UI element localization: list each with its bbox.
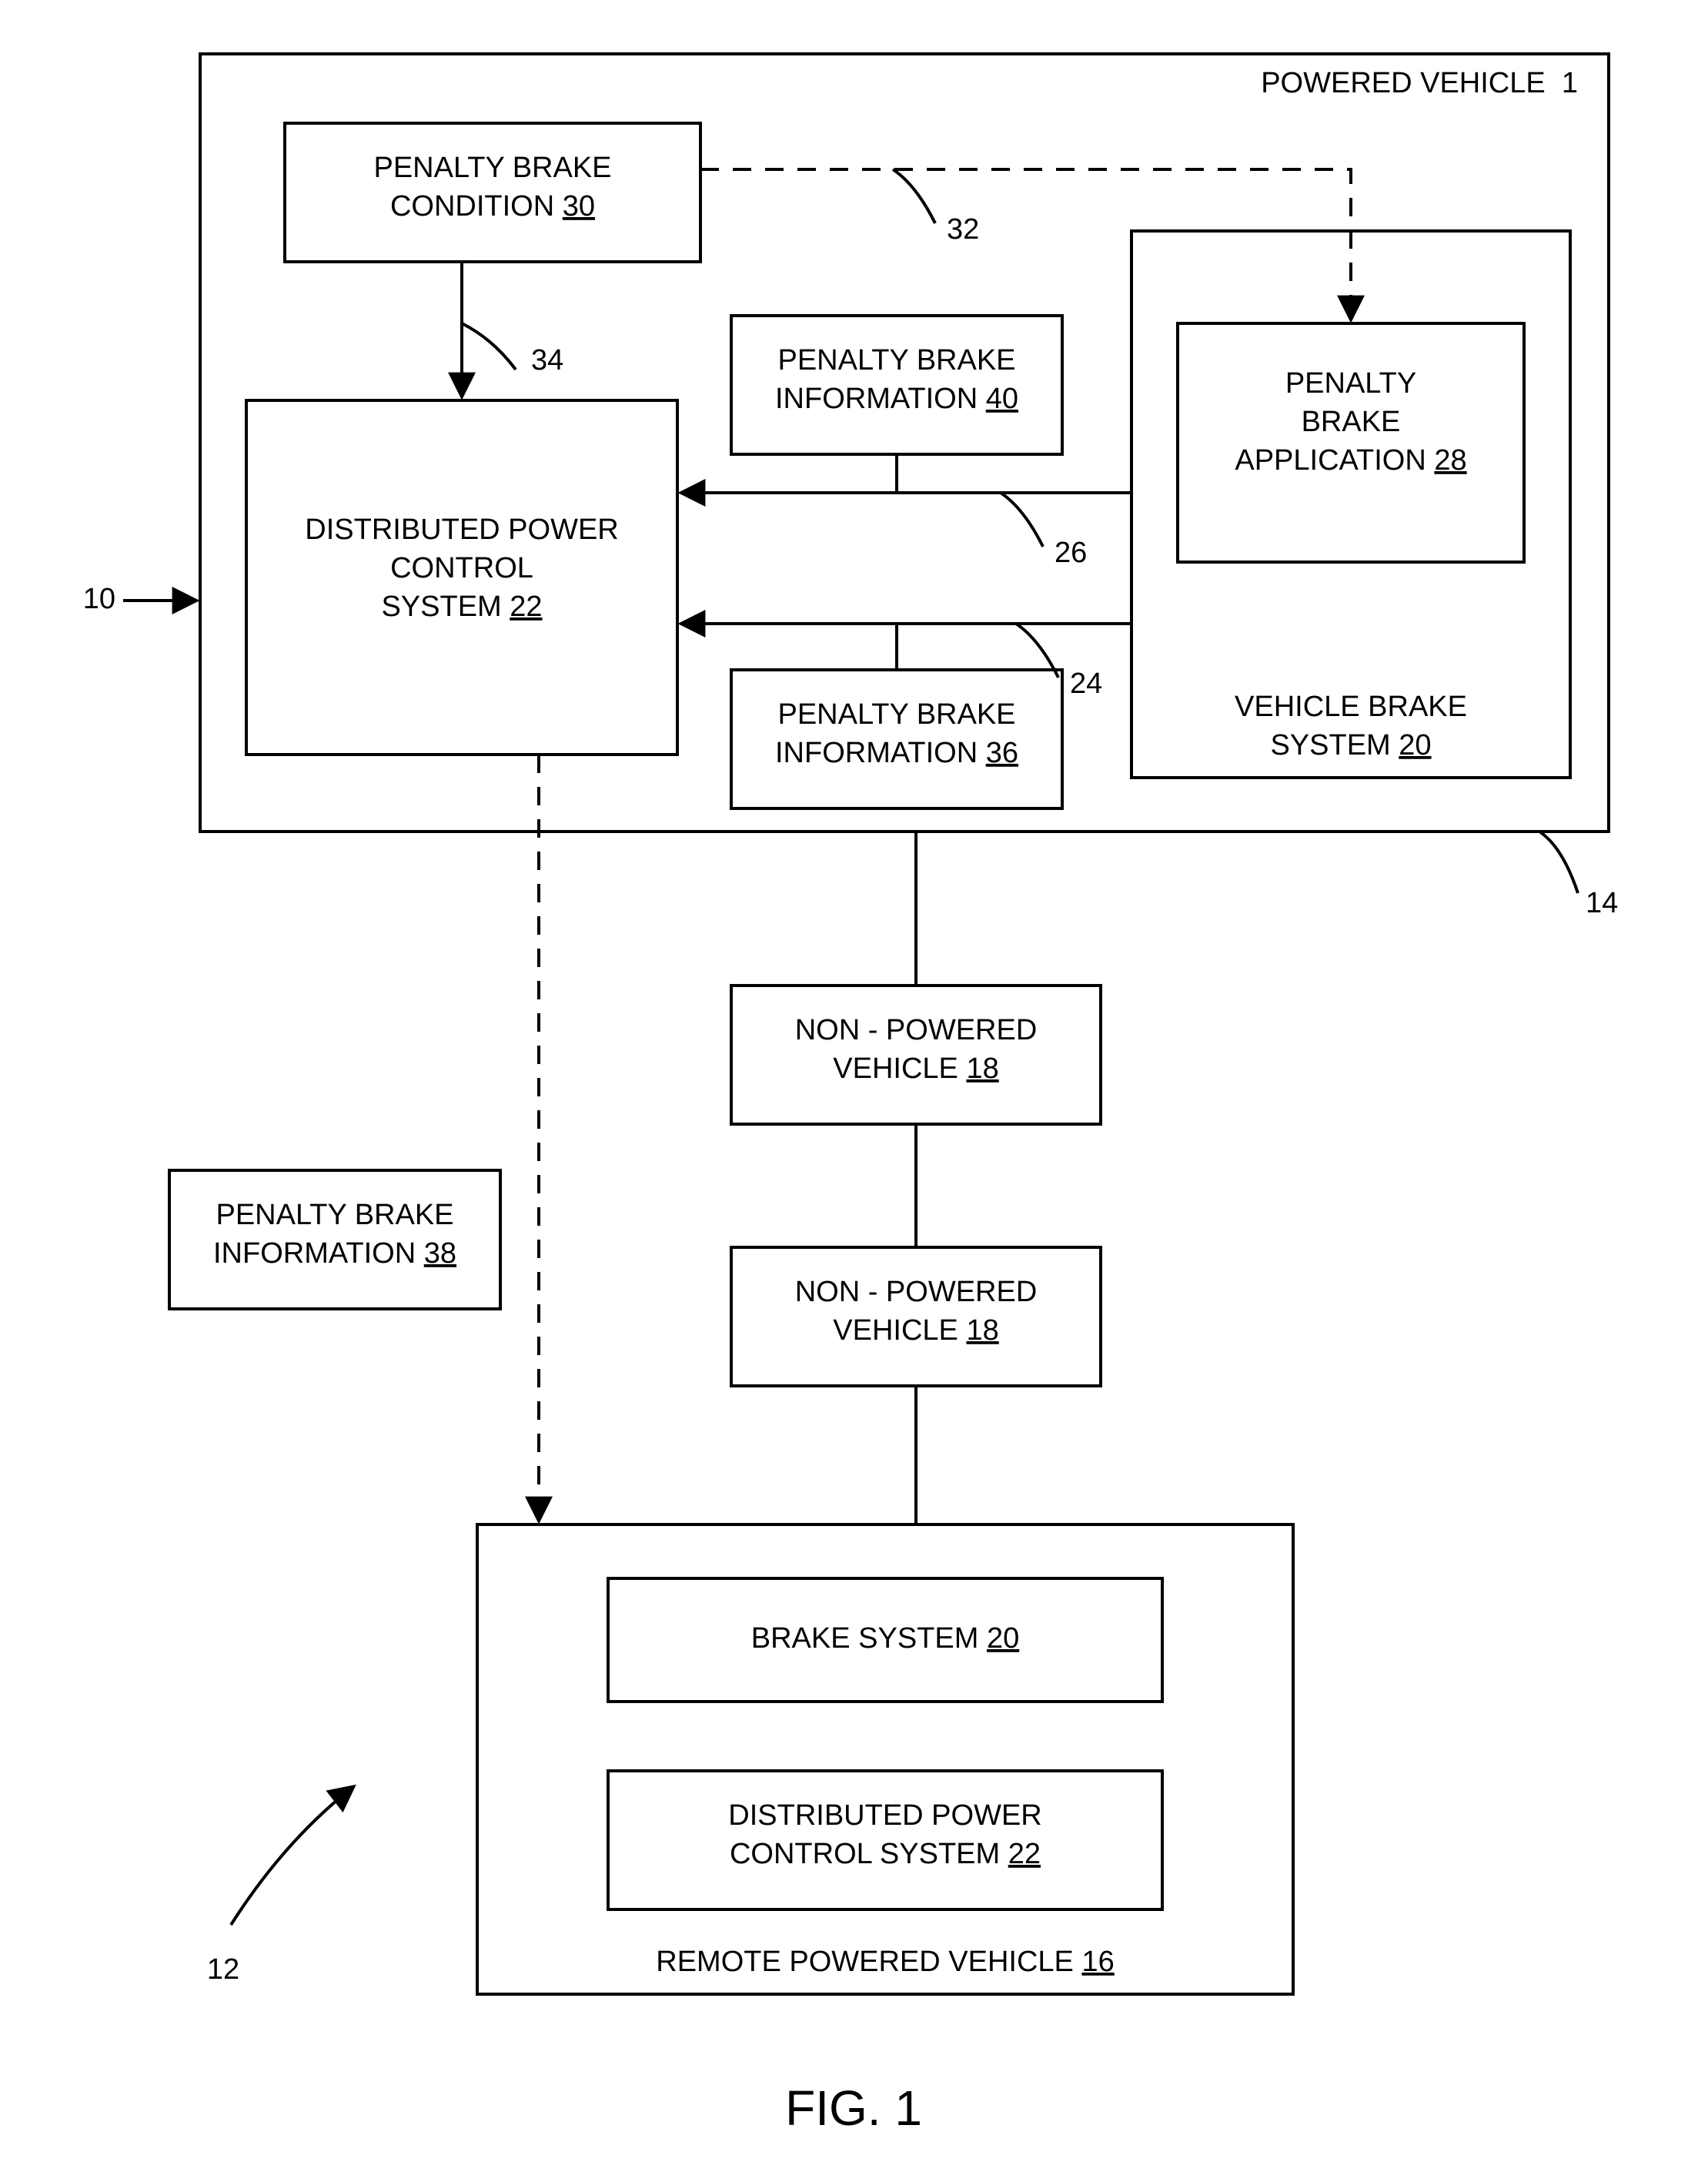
bs20-l1: BRAKE SYSTEM 20 bbox=[751, 1622, 1019, 1655]
pbc-l1: PENALTY BRAKE bbox=[373, 152, 611, 184]
callout-12-arrow bbox=[231, 1786, 354, 1925]
dpcs-l2: CONTROL bbox=[390, 552, 533, 584]
callout-10: 10 bbox=[83, 583, 115, 615]
vbs-l2: SYSTEM 20 bbox=[1270, 729, 1431, 761]
powered-vehicle-label: POWERED VEHICLE 1 bbox=[1261, 67, 1578, 99]
callout-32: 32 bbox=[947, 213, 979, 246]
dpcs22-l1: DISTRIBUTED POWER bbox=[728, 1799, 1041, 1832]
figure-label: FIG. 1 bbox=[785, 2080, 922, 2136]
npv2-l2: VEHICLE 18 bbox=[833, 1314, 998, 1347]
vbs-l1: VEHICLE BRAKE bbox=[1235, 691, 1467, 723]
dpcs-l3: SYSTEM 22 bbox=[381, 591, 542, 623]
npv2-l1: NON - POWERED bbox=[795, 1276, 1038, 1308]
diagram-root: POWERED VEHICLE 1 PENALTY BRAKE CONDITIO… bbox=[0, 0, 1708, 2172]
callout-14: 14 bbox=[1586, 887, 1618, 919]
pba-l1: PENALTY bbox=[1285, 367, 1416, 400]
pbi38-l2: INFORMATION 38 bbox=[213, 1237, 456, 1270]
rpv-label: REMOTE POWERED VEHICLE 16 bbox=[656, 1946, 1114, 1978]
callout-12: 12 bbox=[207, 1953, 239, 1986]
pbi38-l1: PENALTY BRAKE bbox=[216, 1199, 453, 1231]
pbi36-l2: INFORMATION 36 bbox=[775, 737, 1018, 769]
npv1-l1: NON - POWERED bbox=[795, 1014, 1038, 1046]
callout-26: 26 bbox=[1055, 537, 1087, 569]
dpcs-l1: DISTRIBUTED POWER bbox=[305, 514, 618, 546]
callout-24: 24 bbox=[1070, 668, 1102, 700]
pbi36-l1: PENALTY BRAKE bbox=[777, 698, 1015, 731]
pba-l3: APPLICATION 28 bbox=[1235, 444, 1466, 477]
pbi40-l1: PENALTY BRAKE bbox=[777, 344, 1015, 377]
dpcs22-l2: CONTROL SYSTEM 22 bbox=[730, 1838, 1041, 1870]
penalty-brake-application-box bbox=[1178, 323, 1524, 562]
callout-34: 34 bbox=[531, 344, 563, 377]
callout-14-tick bbox=[1539, 832, 1578, 893]
npv1-l2: VEHICLE 18 bbox=[833, 1053, 998, 1085]
pbi40-l2: INFORMATION 40 bbox=[775, 383, 1018, 415]
pba-l2: BRAKE bbox=[1302, 406, 1401, 438]
pbc-l2l: CONDITION 30 bbox=[390, 190, 595, 223]
